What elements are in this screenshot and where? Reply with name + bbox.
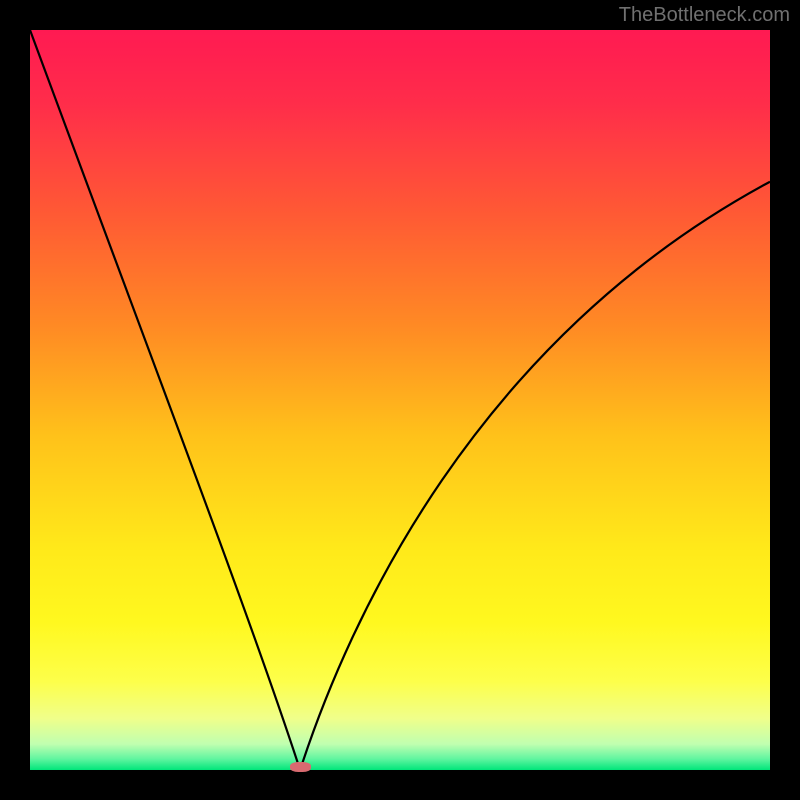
plot-area xyxy=(30,30,770,770)
watermark-text: TheBottleneck.com xyxy=(619,4,790,27)
bottleneck-curve xyxy=(30,30,770,770)
chart-container: TheBottleneck.com xyxy=(0,0,800,800)
bottleneck-marker xyxy=(290,762,311,772)
